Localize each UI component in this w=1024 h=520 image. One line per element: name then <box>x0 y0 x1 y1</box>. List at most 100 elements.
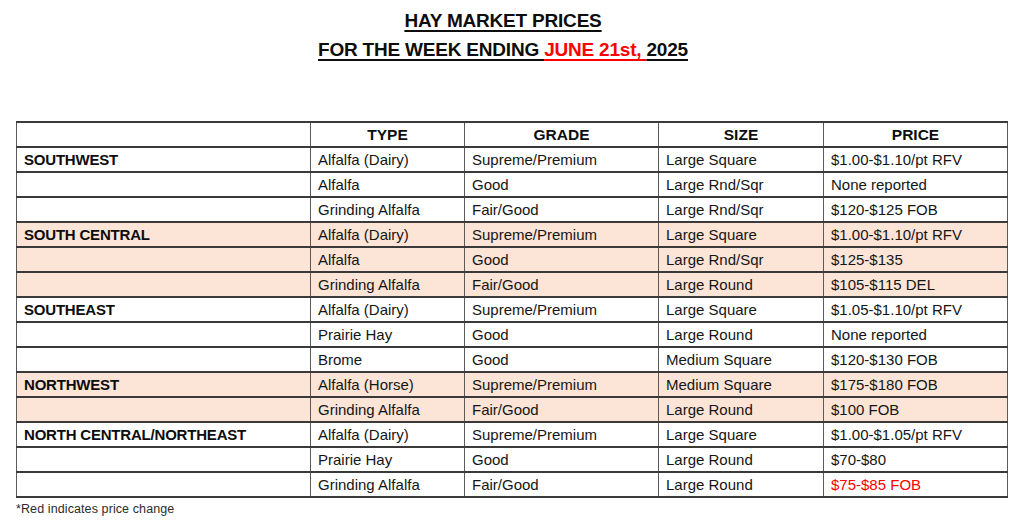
cell-size: Large Round <box>659 447 824 472</box>
cell-grade: Good <box>465 172 659 197</box>
table-row: Grinding AlfalfaFair/GoodLarge Round$75-… <box>17 472 1008 497</box>
cell-size: Medium Square <box>659 347 824 372</box>
cell-type: Alfalfa (Dairy) <box>311 422 465 447</box>
cell-type: Grinding Alfalfa <box>311 197 465 222</box>
table-row: NORTHWESTAlfalfa (Horse)Supreme/PremiumM… <box>17 372 1008 397</box>
cell-grade: Good <box>465 247 659 272</box>
cell-price: $1.00-$1.05/pt RFV <box>824 422 1008 447</box>
table-row: AlfalfaGoodLarge Rnd/Sqr$125-$135 <box>17 247 1008 272</box>
header-cell-price: PRICE <box>824 122 1008 147</box>
table-row: Prairie HayGoodLarge Round$70-$80 <box>17 447 1008 472</box>
cell-grade: Fair/Good <box>465 472 659 497</box>
cell-price: $1.00-$1.10/pt RFV <box>824 222 1008 247</box>
cell-grade: Supreme/Premium <box>465 422 659 447</box>
header-cell-grade: GRADE <box>465 122 659 147</box>
cell-type: Alfalfa (Dairy) <box>311 147 465 172</box>
cell-size: Large Rnd/Sqr <box>659 172 824 197</box>
cell-price: $100 FOB <box>824 397 1008 422</box>
cell-type: Alfalfa (Dairy) <box>311 222 465 247</box>
table-row: BromeGoodMedium Square$120-$130 FOB <box>17 347 1008 372</box>
cell-price: $120-$125 FOB <box>824 197 1008 222</box>
cell-price: None reported <box>824 322 1008 347</box>
table-row: Grinding AlfalfaFair/GoodLarge Round$105… <box>17 272 1008 297</box>
cell-price: $1.00-$1.10/pt RFV <box>824 147 1008 172</box>
title-date-year: 2025 <box>647 39 688 60</box>
cell-grade: Supreme/Premium <box>465 372 659 397</box>
cell-type: Alfalfa <box>311 172 465 197</box>
cell-type: Grinding Alfalfa <box>311 397 465 422</box>
cell-region <box>17 247 311 272</box>
cell-size: Large Round <box>659 472 824 497</box>
header-cell-size: SIZE <box>659 122 824 147</box>
cell-price: $75-$85 FOB <box>824 472 1008 497</box>
cell-grade: Supreme/Premium <box>465 147 659 172</box>
cell-size: Large Rnd/Sqr <box>659 247 824 272</box>
cell-size: Large Square <box>659 147 824 172</box>
cell-price: $125-$135 <box>824 247 1008 272</box>
hay-price-table: TYPEGRADESIZEPRICE SOUTHWESTAlfalfa (Dai… <box>16 121 1008 498</box>
table-row: SOUTH CENTRALAlfalfa (Dairy)Supreme/Prem… <box>17 222 1008 247</box>
cell-grade: Good <box>465 347 659 372</box>
footnote: *Red indicates price change <box>16 502 174 516</box>
cell-size: Large Square <box>659 222 824 247</box>
cell-size: Large Round <box>659 322 824 347</box>
title-text: HAY MARKET PRICES <box>404 10 601 31</box>
cell-region <box>17 472 311 497</box>
title-date-prefix: FOR THE WEEK ENDING <box>318 39 544 60</box>
cell-grade: Good <box>465 322 659 347</box>
cell-type: Alfalfa (Dairy) <box>311 297 465 322</box>
cell-type: Prairie Hay <box>311 322 465 347</box>
table-row: Prairie HayGoodLarge RoundNone reported <box>17 322 1008 347</box>
table-row: SOUTHWESTAlfalfa (Dairy)Supreme/PremiumL… <box>17 147 1008 172</box>
table-row: AlfalfaGoodLarge Rnd/SqrNone reported <box>17 172 1008 197</box>
cell-region <box>17 197 311 222</box>
table-row: Grinding AlfalfaFair/GoodLarge Rnd/Sqr$1… <box>17 197 1008 222</box>
cell-price: $120-$130 FOB <box>824 347 1008 372</box>
cell-size: Large Square <box>659 297 824 322</box>
header-cell-type: TYPE <box>311 122 465 147</box>
cell-type: Brome <box>311 347 465 372</box>
cell-grade: Good <box>465 447 659 472</box>
cell-size: Large Square <box>659 422 824 447</box>
table-row: NORTH CENTRAL/NORTHEASTAlfalfa (Dairy)Su… <box>17 422 1008 447</box>
page-title-line2: FOR THE WEEK ENDING JUNE 21st, 2025 <box>0 35 1006 64</box>
cell-type: Prairie Hay <box>311 447 465 472</box>
cell-price: $105-$115 DEL <box>824 272 1008 297</box>
header-cell-region <box>17 122 311 147</box>
cell-region <box>17 397 311 422</box>
title-date-highlight: JUNE 21st, <box>544 39 646 60</box>
page-title-line1: HAY MARKET PRICES <box>0 6 1006 35</box>
cell-size: Large Round <box>659 397 824 422</box>
cell-region: NORTH CENTRAL/NORTHEAST <box>17 422 311 447</box>
cell-region: SOUTH CENTRAL <box>17 222 311 247</box>
cell-price: $70-$80 <box>824 447 1008 472</box>
cell-region <box>17 347 311 372</box>
cell-grade: Fair/Good <box>465 397 659 422</box>
cell-type: Grinding Alfalfa <box>311 272 465 297</box>
cell-region: SOUTHEAST <box>17 297 311 322</box>
page-title: HAY MARKET PRICES FOR THE WEEK ENDING JU… <box>0 6 1006 64</box>
cell-region <box>17 447 311 472</box>
cell-grade: Supreme/Premium <box>465 297 659 322</box>
cell-region: SOUTHWEST <box>17 147 311 172</box>
cell-size: Large Rnd/Sqr <box>659 197 824 222</box>
table-header-row: TYPEGRADESIZEPRICE <box>17 122 1008 147</box>
cell-grade: Supreme/Premium <box>465 222 659 247</box>
cell-type: Grinding Alfalfa <box>311 472 465 497</box>
cell-type: Alfalfa (Horse) <box>311 372 465 397</box>
cell-type: Alfalfa <box>311 247 465 272</box>
table-body: SOUTHWESTAlfalfa (Dairy)Supreme/PremiumL… <box>17 147 1008 497</box>
cell-region <box>17 272 311 297</box>
cell-price: None reported <box>824 172 1008 197</box>
cell-price: $175-$180 FOB <box>824 372 1008 397</box>
cell-region <box>17 322 311 347</box>
cell-grade: Fair/Good <box>465 272 659 297</box>
cell-size: Medium Square <box>659 372 824 397</box>
cell-size: Large Round <box>659 272 824 297</box>
cell-price: $1.05-$1.10/pt RFV <box>824 297 1008 322</box>
cell-region <box>17 172 311 197</box>
table-row: SOUTHEASTAlfalfa (Dairy)Supreme/PremiumL… <box>17 297 1008 322</box>
cell-region: NORTHWEST <box>17 372 311 397</box>
table-row: Grinding AlfalfaFair/GoodLarge Round$100… <box>17 397 1008 422</box>
cell-grade: Fair/Good <box>465 197 659 222</box>
